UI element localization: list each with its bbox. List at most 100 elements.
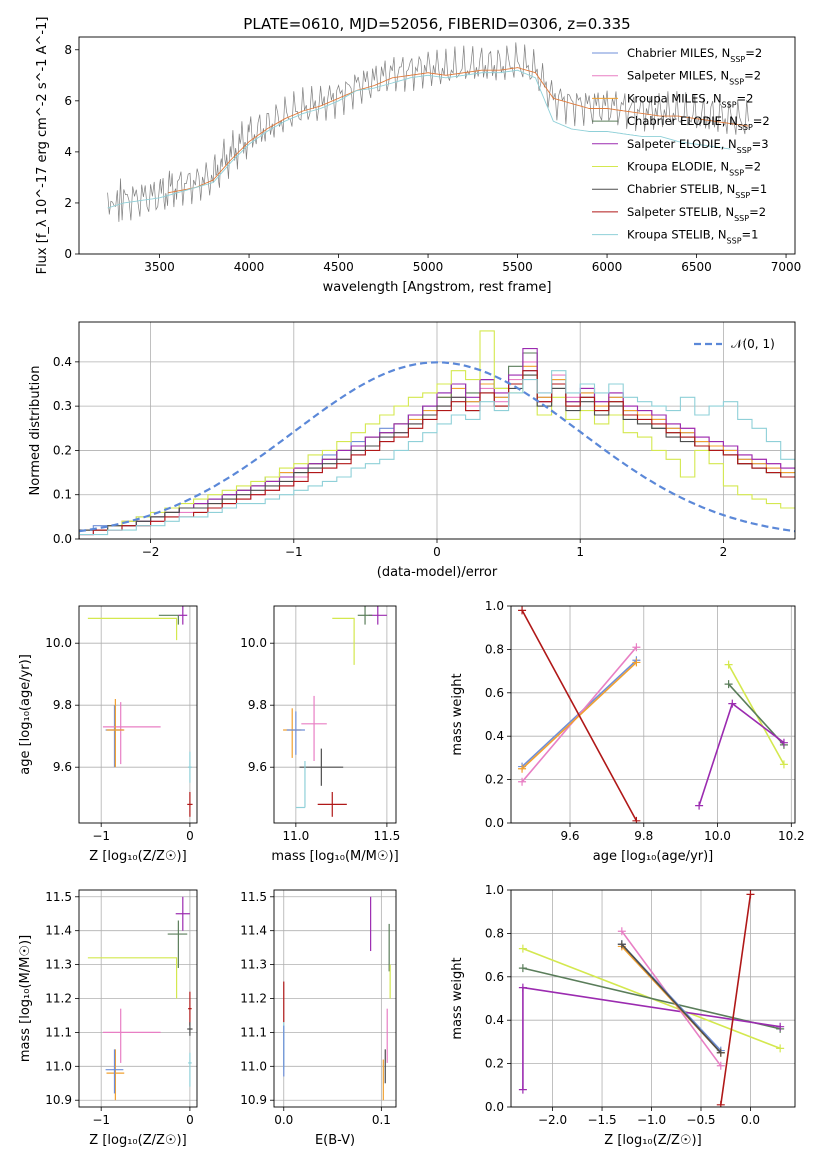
y-tick-label: 11.4 (45, 924, 72, 938)
x-axis-label: Z [log₁₀(Z/Z☉)] (604, 1133, 701, 1148)
age_vs_Z-points (87, 606, 193, 817)
legend-entry: Kroupa STELIB, NSSP=1 (627, 228, 758, 246)
residuals-frame (78, 321, 796, 540)
x-tick-label: 0 (433, 545, 441, 559)
weight-marker (746, 890, 755, 899)
spectrum-line-data (107, 42, 749, 222)
weight-marker (716, 1048, 725, 1057)
histogram-salpeter-stelib (79, 370, 795, 539)
y-tick-label: 10.0 (45, 636, 72, 650)
mass_vs_ebv-points (283, 896, 391, 1101)
x-tick-label: 9.6 (560, 829, 579, 843)
weight-marker (518, 777, 527, 786)
weight_vs_age-frame (510, 605, 796, 824)
weight-line (522, 967, 781, 1030)
y-axis-label: Flux [f_λ 10^-17 erg cm^-2 s^-1 A^-1] (35, 17, 50, 275)
y-tick-label: 6 (64, 94, 72, 108)
x-tick-label: 2 (720, 545, 728, 559)
weight-marker (716, 1100, 725, 1107)
x-tick-label: 6500 (681, 260, 712, 274)
legend-entry: 𝒩(0, 1) (731, 337, 775, 351)
weight-marker (617, 927, 626, 936)
y-tick-label: 1.0 (485, 883, 504, 897)
y-axis-label: mass weight (450, 957, 465, 1039)
x-tick-label: 3500 (144, 260, 175, 274)
age_vs_mass-axes: 11.0 11.5 9.6 9.8 10.0 mass [log₁₀(M/M☉)] (240, 606, 400, 864)
residual-legend: 𝒩(0, 1) (694, 337, 775, 351)
y-tick-label: 0.2 (485, 1057, 504, 1071)
x-axis-label: Z [log₁₀(Z/Z☉)] (89, 1133, 186, 1148)
spectrum-frame (78, 36, 796, 255)
legend-entry: Chabrier MILES, NSSP=2 (627, 46, 762, 64)
legend-entry: Kroupa MILES, NSSP=2 (627, 91, 753, 109)
weight_vs_Z-frame (510, 889, 796, 1108)
figure-title: PLATE=0610, MJD=52056, FIBERID=0306, z=0… (243, 15, 630, 33)
y-tick-label: 0 (64, 247, 72, 261)
error-bar (332, 617, 355, 665)
y-tick-label: 11.3 (45, 958, 72, 972)
x-tick-label: −1 (92, 829, 110, 843)
age_vs_mass-points (283, 606, 387, 817)
x-tick-label: 7000 (771, 260, 802, 274)
y-tick-label: 10.0 (240, 636, 267, 650)
x-tick-label: −2.0 (538, 1113, 567, 1127)
x-tick-label: 0.0 (741, 1113, 760, 1127)
y-axis-label: mass [log₁₀(M/M☉)] (18, 935, 33, 1062)
x-tick-label: −0.5 (686, 1113, 715, 1127)
weight-marker (724, 660, 733, 669)
y-tick-label: 0.8 (485, 926, 504, 940)
age_vs_mass-frame (273, 605, 397, 824)
weight-marker (518, 944, 527, 953)
weight-marker (776, 1022, 785, 1031)
x-tick-label: −1 (285, 545, 303, 559)
x-axis-label: mass [log₁₀(M/M☉)] (271, 849, 398, 864)
weight-marker (776, 1044, 785, 1053)
weight-marker (695, 801, 704, 810)
weight-marker (724, 680, 733, 689)
weight-marker (632, 643, 641, 652)
legend-entry: Chabrier ELODIE, NSSP=2 (627, 114, 770, 132)
x-tick-label: −1.0 (637, 1113, 666, 1127)
age_vs_Z-axes: −1 0 9.6 9.8 10.0 Z [log₁₀(Z/Z☉)] age [log₁₀(a… (18, 606, 197, 864)
x-tick-label: −1 (92, 1113, 110, 1127)
mass_vs_Z-points (87, 896, 193, 1101)
histogram-kroupa-elodie (79, 330, 795, 539)
y-tick-label: 0.3 (53, 399, 72, 413)
weight-line (720, 894, 752, 1105)
mass_vs_ebv-axes: 0.0 0.1 10.9 11.0 11.1 11.2 11.3 11.4 11.5 E(B-V) (240, 890, 396, 1148)
x-tick-label: 6000 (592, 260, 623, 274)
y-tick-label: 11.5 (240, 890, 267, 904)
x-axis-label: Z [log₁₀(Z/Z☉)] (89, 849, 186, 864)
x-tick-label: 0.1 (372, 1113, 391, 1127)
weight-marker (518, 983, 527, 992)
y-tick-label: 0.0 (53, 532, 72, 546)
weight-marker (716, 1061, 725, 1070)
weight_vs_age-series (518, 606, 788, 823)
y-tick-label: 9.8 (248, 698, 267, 712)
x-tick-label: 0.0 (274, 1113, 293, 1127)
x-tick-label: 11.0 (282, 829, 309, 843)
panels: 3500 4000 4500 5000 5500 6000 6500 7000 0 2 4 6 8 wav… (18, 17, 805, 1148)
error-bar (87, 957, 178, 999)
x-tick-label: 11.5 (374, 829, 401, 843)
mass_vs_Z-axes: −1 0 10.9 11.0 11.1 11.2 11.3 11.4 11.5 Z [log₁₀(… (18, 890, 197, 1148)
y-tick-label: 11.3 (240, 958, 267, 972)
x-tick-label: 10.2 (778, 829, 805, 843)
weight-line (698, 702, 785, 806)
y-tick-label: 9.6 (248, 760, 267, 774)
weight-marker (518, 606, 527, 615)
legend-entry: Salpeter MILES, NSSP=2 (627, 69, 761, 87)
x-axis-label: (data-model)/error (377, 565, 498, 580)
spectrum-legend: Chabrier MILES, NSSP=2 Salpeter MILES, NS… (592, 46, 770, 245)
x-tick-label: −1.5 (587, 1113, 616, 1127)
residuals-axes: −2 −1 0 1 2 0.0 0.1 0.2 0.3 0.4 (data-model)/error… (28, 322, 795, 580)
y-tick-label: 2 (64, 196, 72, 210)
legend-entry: Salpeter ELODIE, NSSP=3 (627, 137, 769, 155)
y-tick-label: 0.8 (485, 642, 504, 656)
spectrum-line-stelib (107, 69, 731, 209)
y-tick-label: 11.1 (240, 1025, 267, 1039)
y-tick-label: 8 (64, 43, 72, 57)
y-tick-label: 4 (64, 145, 72, 159)
y-tick-label: 11.4 (240, 924, 267, 938)
